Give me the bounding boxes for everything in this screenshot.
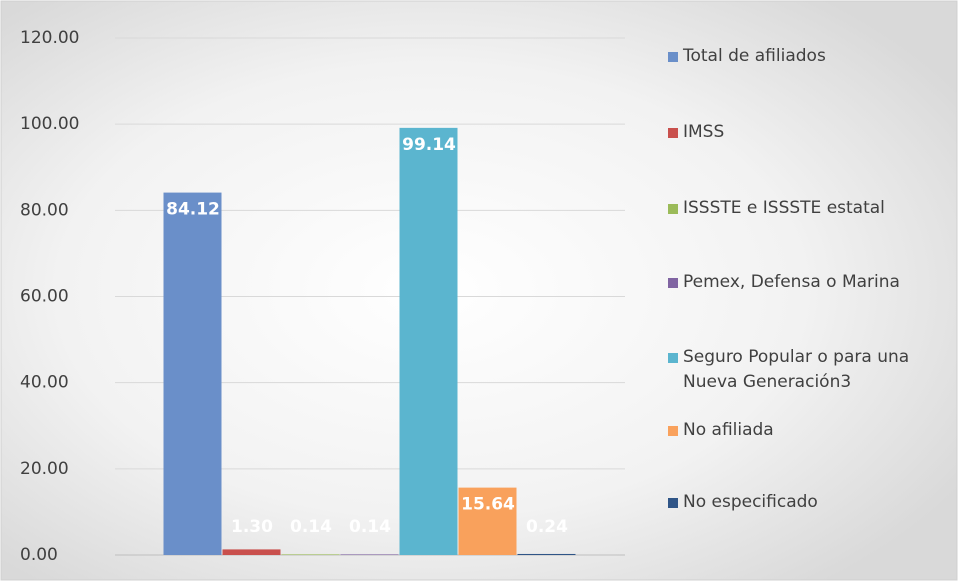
bar (281, 554, 340, 555)
legend-swatch (668, 353, 678, 363)
legend-item: IMSS (668, 120, 938, 145)
y-tick-label: 80.00 (20, 200, 69, 220)
legend-label: Total de afiliados (683, 46, 826, 66)
data-label: 1.30 (231, 517, 273, 537)
legend-item: Seguro Popular o para una Nueva Generaci… (668, 345, 938, 395)
legend-item: ISSSTE e ISSSTE estatal (668, 196, 938, 221)
legend-swatch (668, 498, 678, 508)
legend: Total de afiliados IMSS ISSSTE e ISSSTE es… (668, 0, 948, 581)
legend-swatch (668, 426, 678, 436)
y-tick-label: 100.00 (20, 114, 79, 134)
bar (340, 554, 399, 555)
legend-swatch (668, 204, 678, 214)
bar (517, 553, 576, 555)
y-tick-label: 20.00 (20, 459, 69, 479)
data-label: 0.14 (290, 517, 332, 537)
bar (222, 549, 281, 555)
y-tick-label: 0.00 (20, 545, 58, 565)
legend-item: Total de afiliados (668, 44, 938, 69)
legend-label: IMSS (683, 122, 725, 142)
data-label: 0.14 (349, 517, 391, 537)
legend-label: Pemex, Defensa o Marina (683, 272, 900, 292)
y-tick-label: 40.00 (20, 373, 69, 393)
data-label: 99.14 (402, 135, 456, 155)
data-label: 15.64 (461, 495, 515, 515)
y-tick-label: 60.00 (20, 287, 69, 307)
legend-label: No especificado (683, 492, 818, 512)
legend-label: ISSSTE e ISSSTE estatal (683, 198, 885, 218)
legend-swatch (668, 128, 678, 138)
legend-item: Pemex, Defensa o Marina (668, 270, 938, 295)
data-label: 84.12 (166, 200, 220, 220)
data-label: 0.24 (526, 517, 568, 537)
legend-label: Seguro Popular o para una Nueva Generaci… (683, 347, 910, 392)
legend-swatch (668, 278, 678, 288)
legend-item: No especificado (668, 490, 938, 515)
legend-item: No afiliada (668, 418, 938, 443)
y-tick-label: 120.00 (20, 28, 79, 48)
legend-swatch (668, 52, 678, 62)
bar (458, 487, 517, 555)
bar (399, 127, 458, 556)
legend-label: No afiliada (683, 420, 774, 440)
bar (163, 192, 222, 555)
